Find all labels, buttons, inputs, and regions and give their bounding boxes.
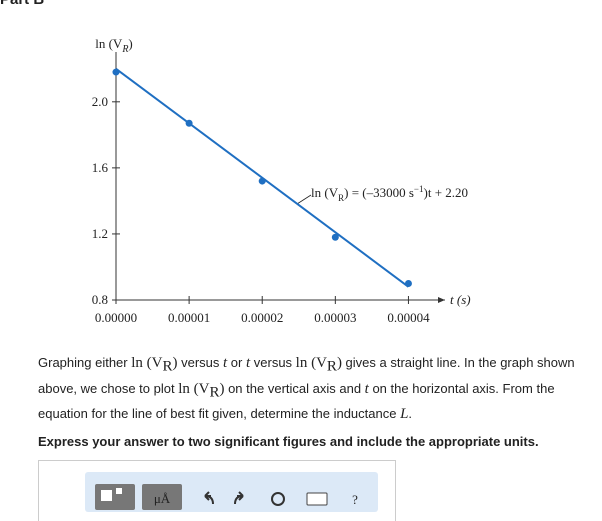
q-text: Graphing either: [38, 355, 132, 370]
x-tick-label: 0.00004: [387, 310, 430, 325]
page: Part B ln (VR) t (s) ln (VR) = (–33000 s…: [0, 0, 583, 521]
q-math: ln (V: [178, 380, 210, 397]
q-math: ): [219, 380, 225, 397]
q-math: ): [172, 355, 178, 371]
y-label-sub: R: [121, 44, 128, 55]
y-tick-label: 1.2: [92, 226, 108, 241]
x-axis-label: t (s): [450, 292, 471, 307]
q-text: versus: [177, 355, 224, 370]
x-tick-label: 0.00003: [314, 310, 356, 325]
q-sub: R: [162, 358, 173, 375]
units-label: μÅ: [154, 491, 171, 506]
y-tick-label: 2.0: [92, 94, 108, 109]
answer-box: [38, 460, 396, 521]
fit-annotation: ln (VR) = (–33000 s−1)t + 2.20: [311, 184, 468, 203]
q-text: or: [227, 355, 246, 370]
ann-part: ln (V: [311, 185, 339, 200]
icon: [101, 490, 112, 501]
keyboard-button[interactable]: [306, 492, 328, 506]
y-tick-label: 1.6: [92, 160, 109, 175]
y-tick-label: 0.8: [92, 292, 108, 307]
q-text: gives a straight line. In the graph show…: [38, 355, 575, 396]
ann-part: )t + 2.20: [424, 185, 469, 200]
instruction: Express your answer to two significant f…: [38, 434, 539, 449]
reset-button[interactable]: [271, 492, 285, 506]
y-label-text: ln (V: [95, 36, 123, 51]
data-point: [331, 233, 339, 241]
units-button[interactable]: [142, 484, 182, 510]
q-sub: R: [209, 384, 220, 401]
q-text: on the vertical axis and: [224, 380, 365, 396]
ann-part: ) = (–33000 s: [344, 185, 414, 200]
q-text: .: [408, 406, 413, 422]
part-title: Part B: [0, 0, 44, 8]
x-tick-label: 0.00001: [168, 310, 210, 325]
q-math: ): [336, 355, 342, 371]
q-math: ln (V: [131, 355, 163, 371]
q-text: versus: [250, 355, 296, 370]
q-math: ln (V: [295, 355, 327, 371]
help-button[interactable]: ?: [352, 492, 358, 507]
question-text: Graphing either ln (VR) versus t or t ve…: [38, 352, 583, 425]
x-tick-label: 0.00002: [241, 310, 283, 325]
q-math: t: [223, 355, 228, 371]
data-point: [112, 68, 120, 76]
data-point: [185, 119, 193, 127]
undo-button[interactable]: [204, 491, 214, 505]
annotation-leader: [296, 194, 312, 205]
y-axis-label: ln (VR): [95, 36, 133, 55]
q-math: t: [245, 355, 251, 371]
toolbar-icons: μÅ ?: [95, 484, 358, 510]
toolbar: μÅ ?: [85, 472, 378, 512]
x-tick-label: 0.00000: [95, 310, 137, 325]
q-text: on the horizontal axis. From the equatio…: [38, 380, 555, 422]
q-sub: R: [326, 358, 337, 375]
ann-sub: R: [338, 193, 344, 203]
data-point: [258, 177, 266, 185]
redo-button[interactable]: [234, 491, 244, 505]
q-math: t: [364, 380, 369, 397]
icon: [116, 488, 122, 494]
x-axis-arrow: [438, 297, 445, 303]
y-label-end: ): [128, 36, 132, 51]
q-math: L: [400, 406, 409, 423]
data-point: [404, 279, 412, 287]
ann-sup: −1: [414, 184, 424, 194]
chart: ln (VR) t (s) ln (VR) = (–33000 s−1)t + …: [92, 36, 471, 325]
